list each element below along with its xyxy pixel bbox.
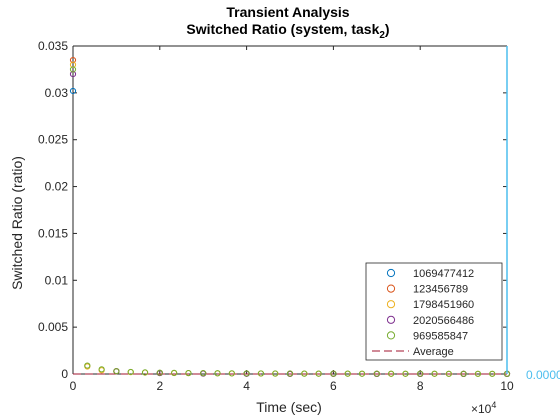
legend-label: 1798451960: [413, 299, 474, 311]
y-tick-label: 0: [61, 367, 68, 381]
legend: 1069477412 123456789 1798451960 2020566486 9…: [365, 262, 503, 361]
data-point: [445, 370, 452, 377]
data-point: [460, 370, 467, 377]
data-point: [489, 370, 496, 377]
data-point: [141, 369, 149, 376]
data-point: [301, 370, 308, 377]
legend-marker: [386, 284, 396, 293]
legend-marker: [386, 300, 396, 309]
x-tick-label: 6: [330, 379, 337, 393]
data-point: [185, 369, 192, 377]
data-point: [228, 370, 235, 377]
y-tick-label: 0.005: [38, 320, 68, 334]
marker-line-label: 0.0000: [526, 368, 560, 382]
x-axis-exponent: ×104: [471, 400, 496, 416]
x-tick-label: 4: [243, 379, 250, 393]
data-point: [373, 370, 380, 377]
data-point: [286, 370, 294, 377]
legend-marker: [386, 331, 396, 340]
data-point: [330, 370, 337, 377]
data-point: [431, 370, 438, 377]
x-tick-label: 0: [70, 379, 77, 393]
chart-subtitle-text: Switched Ratio (system, task: [186, 21, 379, 37]
legend-box: [365, 262, 503, 361]
data-point: [69, 66, 77, 73]
data-point: [98, 366, 105, 373]
y-tick-label: 0.01: [45, 273, 69, 287]
data-point: [257, 370, 265, 377]
chart-subtitle-close: ): [385, 21, 390, 37]
data-point: [344, 370, 351, 377]
x-tick-label: 8: [417, 379, 424, 393]
y-tick-label: 0.03: [45, 86, 69, 100]
y-tick-label: 0.015: [38, 226, 68, 240]
data-point: [402, 370, 409, 377]
data-point: [69, 71, 77, 78]
chart-title: Transient Analysis: [226, 4, 349, 20]
legend-label: 969585847: [413, 330, 468, 342]
data-point: [171, 369, 178, 376]
y-axis-label: Switched Ratio (ratio): [9, 156, 25, 290]
data-point: [214, 370, 221, 377]
data-point: [69, 56, 77, 64]
y-tick-label: 0.025: [38, 133, 68, 147]
data-point: [474, 370, 482, 377]
chart-subtitle: Switched Ratio (system, task2): [186, 21, 389, 41]
x-tick-label: 10: [500, 379, 514, 393]
data-point: [243, 370, 250, 377]
data-point: [315, 370, 322, 377]
data-point: [388, 370, 395, 377]
data-point: [84, 362, 91, 369]
data-point: [69, 87, 77, 95]
x-axis-exponent-power: 4: [491, 400, 496, 410]
data-point: [127, 368, 134, 376]
data-point: [156, 369, 163, 376]
y-tick-label: 0.02: [45, 180, 69, 194]
plot-marks: 0.0000: [69, 46, 560, 382]
legend-marker: [386, 315, 396, 324]
data-point: [358, 370, 366, 377]
legend-label: Average: [413, 346, 454, 358]
chart-subtitle-subscript: 2: [379, 30, 385, 41]
legend-label: 2020566486: [413, 315, 474, 327]
x-tick-label: 2: [156, 379, 163, 393]
y-tick-label: 0.035: [38, 39, 68, 53]
x-axis-exponent-base: ×10: [471, 402, 492, 416]
legend-marker: [386, 268, 396, 278]
legend-label: 123456789: [413, 284, 468, 296]
legend-label: 1069477412: [413, 268, 474, 280]
data-point: [113, 368, 120, 375]
data-point: [200, 370, 207, 377]
data-point: [417, 370, 424, 377]
data-point: [69, 61, 77, 68]
data-point: [272, 370, 279, 377]
x-axis-label: Time (sec): [256, 399, 322, 415]
